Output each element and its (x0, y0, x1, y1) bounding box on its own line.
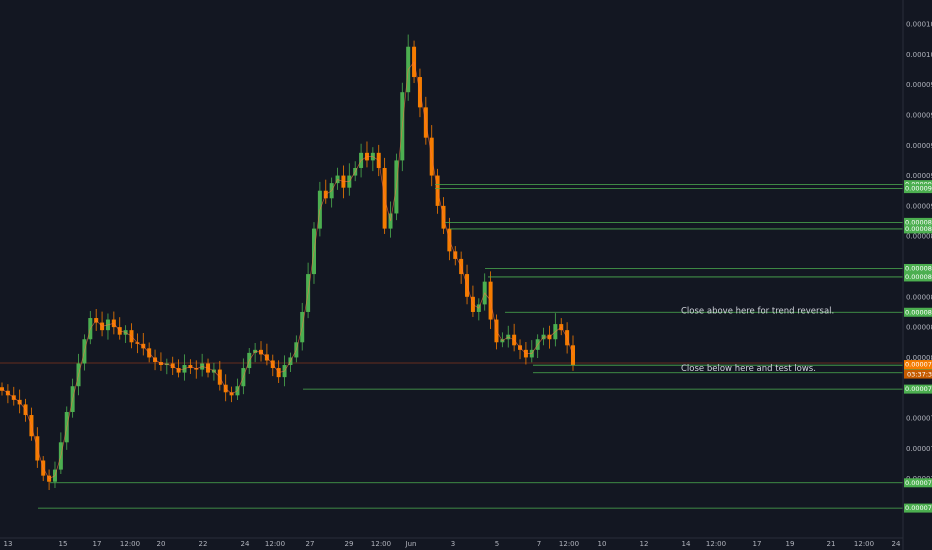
current-price-tag-label: 0.00007953 (905, 361, 932, 369)
level-price-tag-label: 0.00008848 (905, 225, 932, 233)
level-price-tag (904, 503, 932, 513)
time-tick-label: 29 (345, 540, 354, 548)
level-price-tag (904, 272, 932, 282)
time-tick-label: 24 (892, 540, 901, 548)
time-tick-label: Jun (405, 540, 417, 548)
horizontal-levels (38, 184, 903, 509)
price-tick-label: 0.00008000 (906, 354, 932, 362)
time-tick-label: 3 (451, 540, 455, 548)
time-tick-label: 24 (241, 540, 250, 548)
time-tick-label: 14 (682, 540, 691, 548)
price-tick-label: 0.00009600 (906, 111, 932, 119)
time-tick-label: 12:00 (371, 540, 391, 548)
countdown-tag (904, 369, 932, 379)
time-tick-label: 20 (157, 540, 166, 548)
price-tags: 0.000091400.000091140.000088910.00008848… (904, 180, 932, 513)
time-tick-label: 12:00 (854, 540, 874, 548)
level-price-tag-label: 0.00007006 (905, 504, 932, 512)
price-tick-label: 0.00009400 (906, 142, 932, 150)
level-price-tag (904, 224, 932, 234)
candles (0, 34, 575, 490)
time-tick-label: 7 (537, 540, 541, 548)
price-tick-label: 0.00007600 (906, 415, 932, 423)
time-tick-label: 10 (598, 540, 607, 548)
current-price-tag (904, 360, 932, 370)
moving-average-line (1, 61, 574, 480)
time-tick-label: 17 (93, 540, 102, 548)
time-axis[interactable]: 13 15 17 12:00 20 22 24 12:00 27 29 12:00 Jun 3 5 7 12:… (4, 540, 901, 548)
level-price-tag (904, 263, 932, 273)
chart-annotation: Close above here for trend reversal. (681, 306, 834, 316)
price-tick-label: 0.00010200 (906, 21, 932, 29)
time-tick-label: 13 (4, 540, 13, 548)
level-price-tag-label: 0.00008298 (905, 308, 932, 316)
annotations: Close above here for trend reversal. Clos… (681, 306, 834, 374)
time-tick-label: 12:00 (706, 540, 726, 548)
level-price-tag-label: 0.00008891 (905, 218, 932, 226)
price-tick-label: 0.00010000 (906, 51, 932, 59)
time-tick-label: 12:00 (559, 540, 579, 548)
time-tick-label: 19 (786, 540, 795, 548)
price-tick-label: 0.00007400 (906, 445, 932, 453)
chart-annotation: Close below here and test lows. (681, 364, 816, 374)
level-price-tag-label: 0.00008587 (905, 264, 932, 272)
price-tick-label: 0.00008200 (906, 324, 932, 332)
time-tick-label: 5 (495, 540, 499, 548)
price-tick-label: 0.00009800 (906, 81, 932, 89)
time-tick-label: 12:00 (120, 540, 140, 548)
time-tick-label: 27 (306, 540, 315, 548)
level-price-tag (904, 307, 932, 317)
price-tick-label: 0.00008400 (906, 293, 932, 301)
time-tick-label: 22 (199, 540, 208, 548)
level-price-tag-label: 0.00009114 (905, 185, 932, 193)
countdown-label: 03:37:36 (907, 371, 932, 379)
time-tick-label: 12:00 (265, 540, 285, 548)
level-price-tag-label: 0.00007791 (905, 385, 932, 393)
price-tick-label: 0.00009200 (906, 172, 932, 180)
level-price-tag-label: 0.00007173 (905, 479, 932, 487)
time-tick-label: 12 (640, 540, 649, 548)
price-tick-label: 0.00009000 (906, 202, 932, 210)
level-price-tag (904, 384, 932, 394)
level-price-tag (904, 184, 932, 194)
price-tick-label: 0.00008800 (906, 233, 932, 241)
time-tick-label: 15 (59, 540, 68, 548)
level-price-tag (904, 478, 932, 488)
time-tick-label: 21 (827, 540, 836, 548)
level-price-tag-label: 0.00008531 (905, 273, 932, 281)
time-tick-label: 17 (753, 540, 762, 548)
level-price-tag (904, 217, 932, 227)
